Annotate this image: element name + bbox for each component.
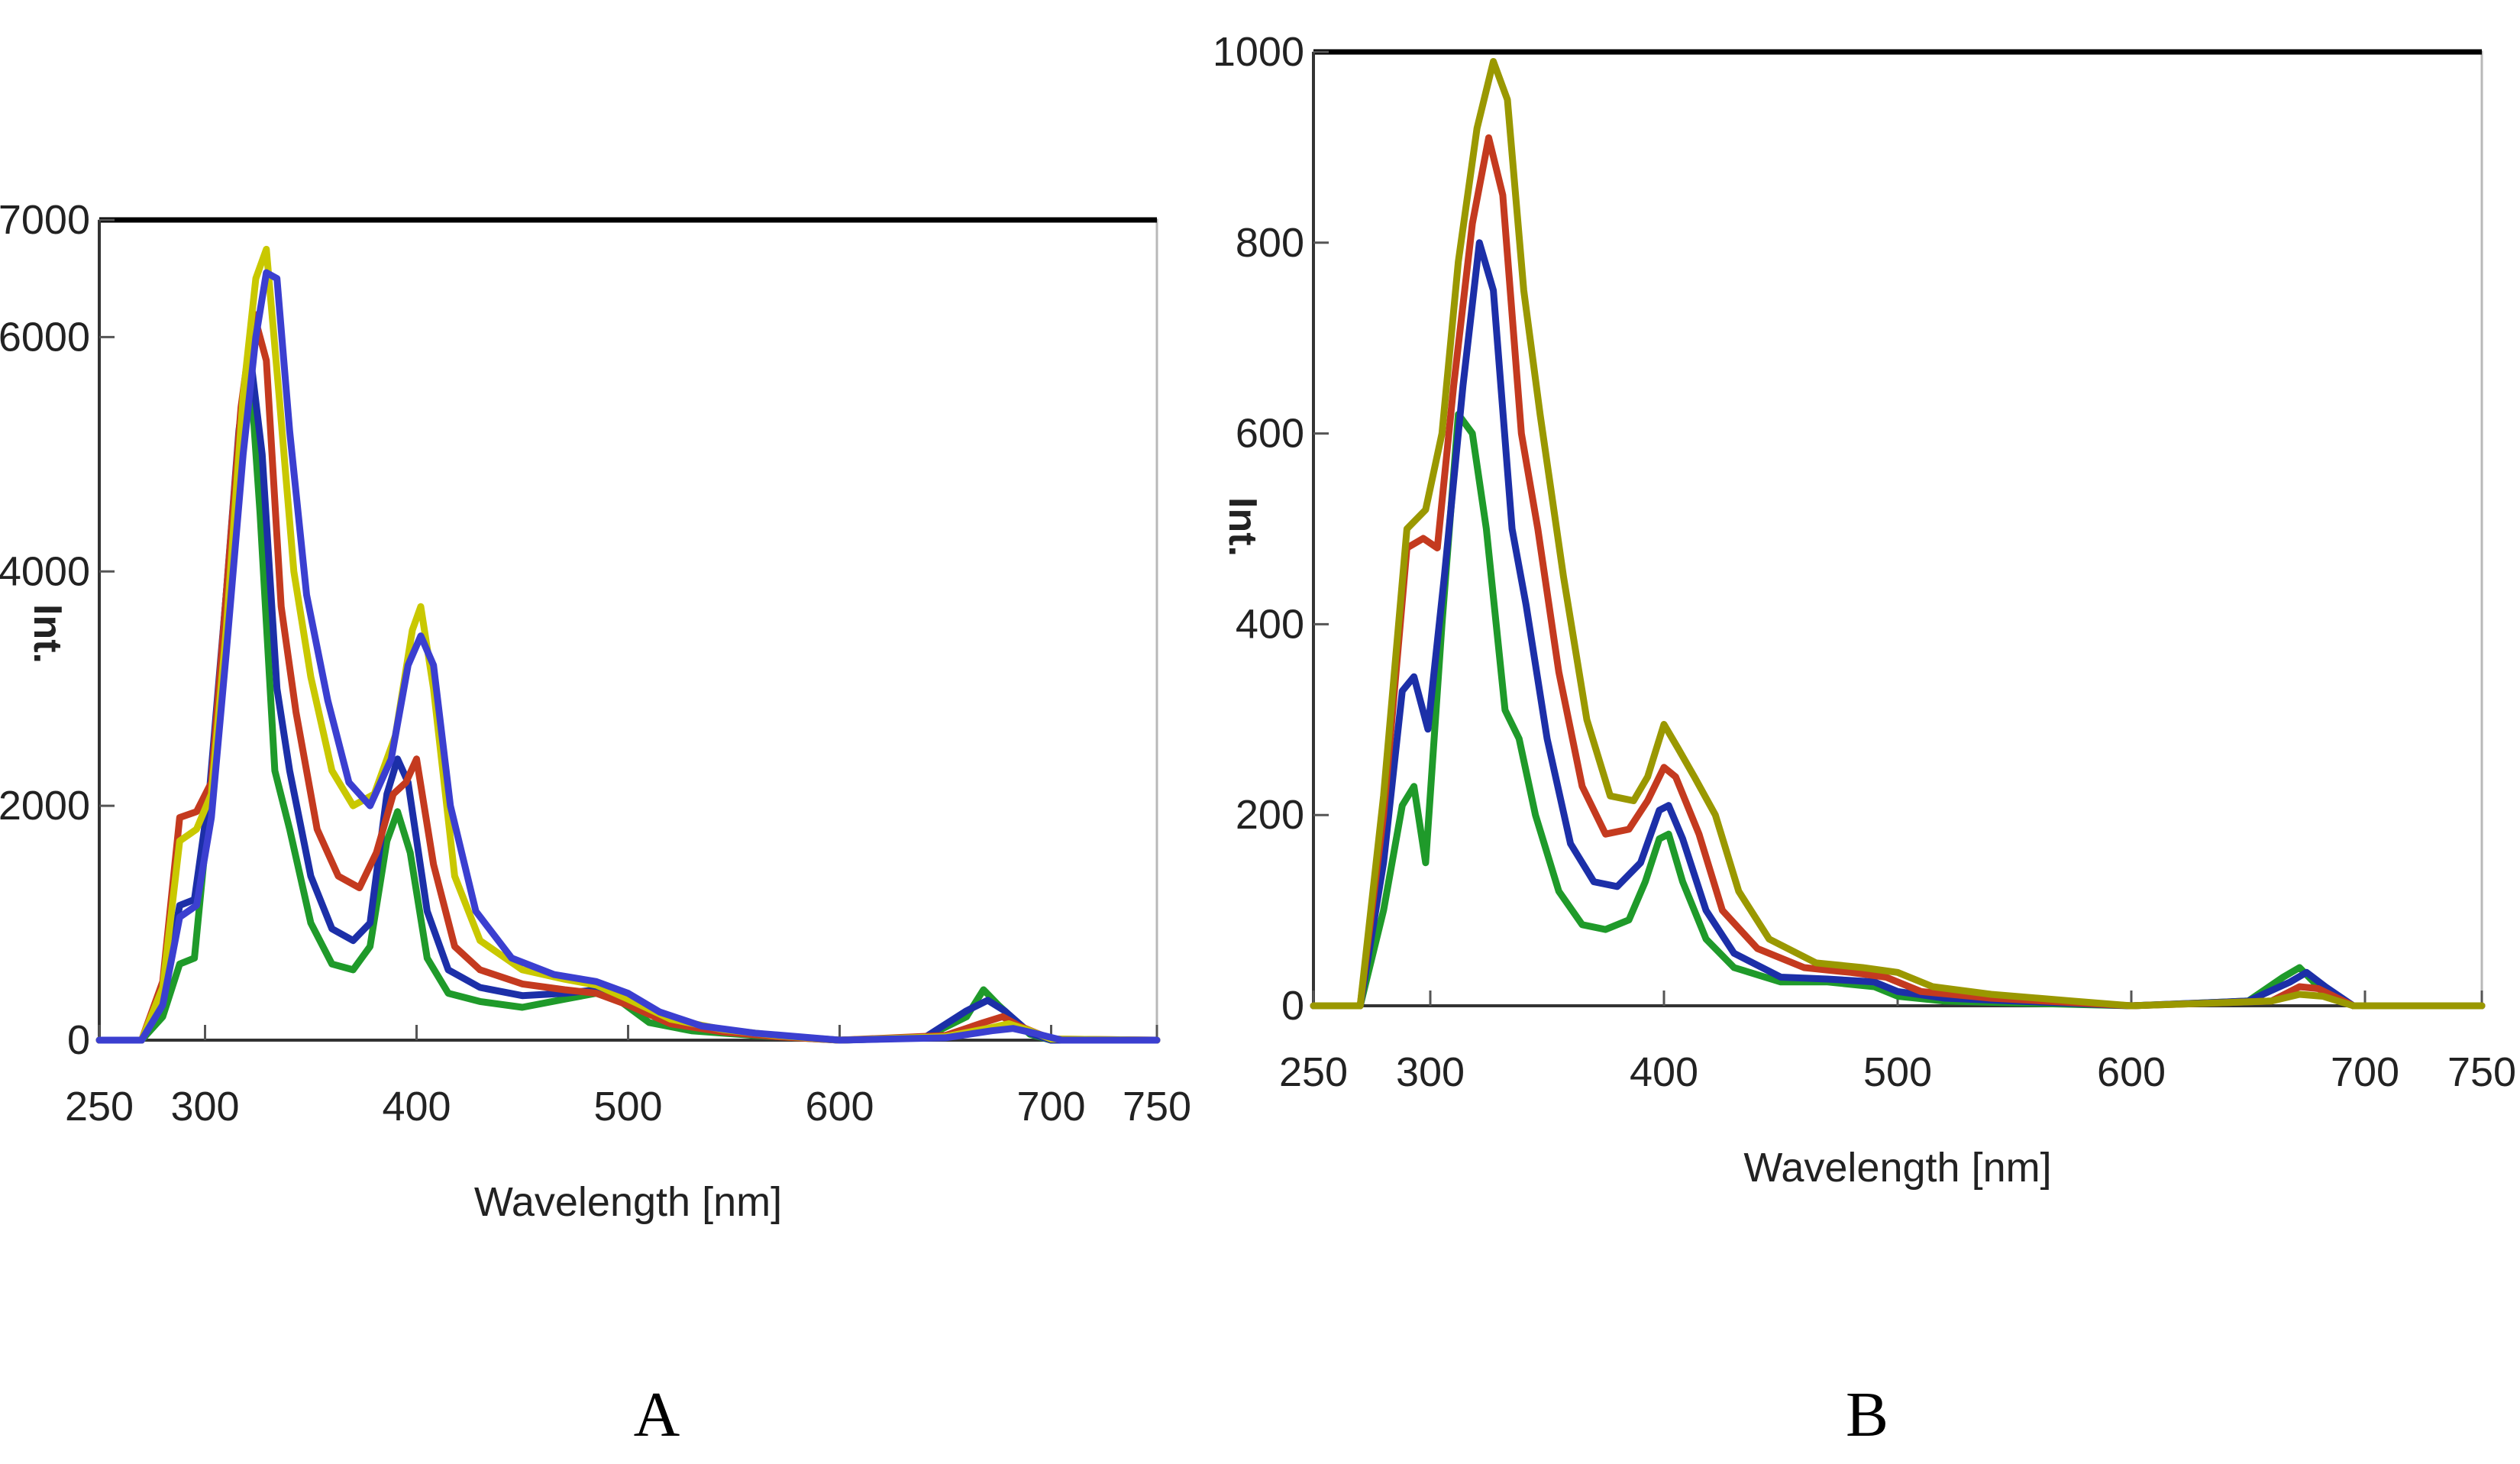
panel-label: B <box>1846 1379 1888 1450</box>
x-tick-label: 400 <box>382 1084 451 1130</box>
x-tick-label: 750 <box>1123 1084 1191 1130</box>
y-tick-label: 2000 <box>0 783 90 829</box>
x-tick-label: 300 <box>1396 1049 1465 1095</box>
y-tick-label: 200 <box>1236 792 1304 838</box>
x-tick-label: 500 <box>1863 1049 1932 1095</box>
y-tick-label: 600 <box>1236 411 1304 457</box>
panel-a-chart: 250 300 400 500 600 700 750 0 2000 4000 6000 7000 Wa… <box>0 197 1191 1450</box>
x-tick-label: 400 <box>1630 1049 1698 1095</box>
x-tick-label: 300 <box>170 1084 239 1130</box>
x-tick-label: 600 <box>805 1084 874 1130</box>
y-axis-title: Int. <box>1220 497 1265 557</box>
x-tick-label: 250 <box>65 1084 134 1130</box>
x-axis-title: Wavelength [nm] <box>1743 1145 2051 1191</box>
panel-b-chart: 250 300 400 500 600 700 750 0 200 400 600 800 1000 Wa… <box>1213 29 2516 1450</box>
y-tick-label: 800 <box>1236 220 1304 266</box>
panel-label: A <box>634 1379 680 1450</box>
x-tick-label: 700 <box>1016 1084 1085 1130</box>
x-axis-title: Wavelength [nm] <box>474 1179 782 1225</box>
y-axis-title: Int. <box>25 604 69 664</box>
y-tick-label: 4000 <box>0 548 90 594</box>
series-line-5 <box>95 269 1161 1044</box>
x-tick-label: 500 <box>593 1084 662 1130</box>
plot-area <box>1312 50 2483 1007</box>
y-tick-label: 0 <box>1281 983 1304 1029</box>
y-tick-label: 400 <box>1236 601 1304 647</box>
x-tick-label: 600 <box>2097 1049 2166 1095</box>
x-tick-label: 700 <box>2331 1049 2399 1095</box>
x-tick-label: 750 <box>2447 1049 2516 1095</box>
y-tick-label: 6000 <box>0 314 90 360</box>
y-tick-label: 7000 <box>0 197 90 243</box>
y-tick-label: 1000 <box>1213 29 1304 75</box>
x-tick-label: 250 <box>1279 1049 1348 1095</box>
y-tick-label: 0 <box>67 1017 90 1063</box>
series-line-4 <box>1310 58 2486 1010</box>
